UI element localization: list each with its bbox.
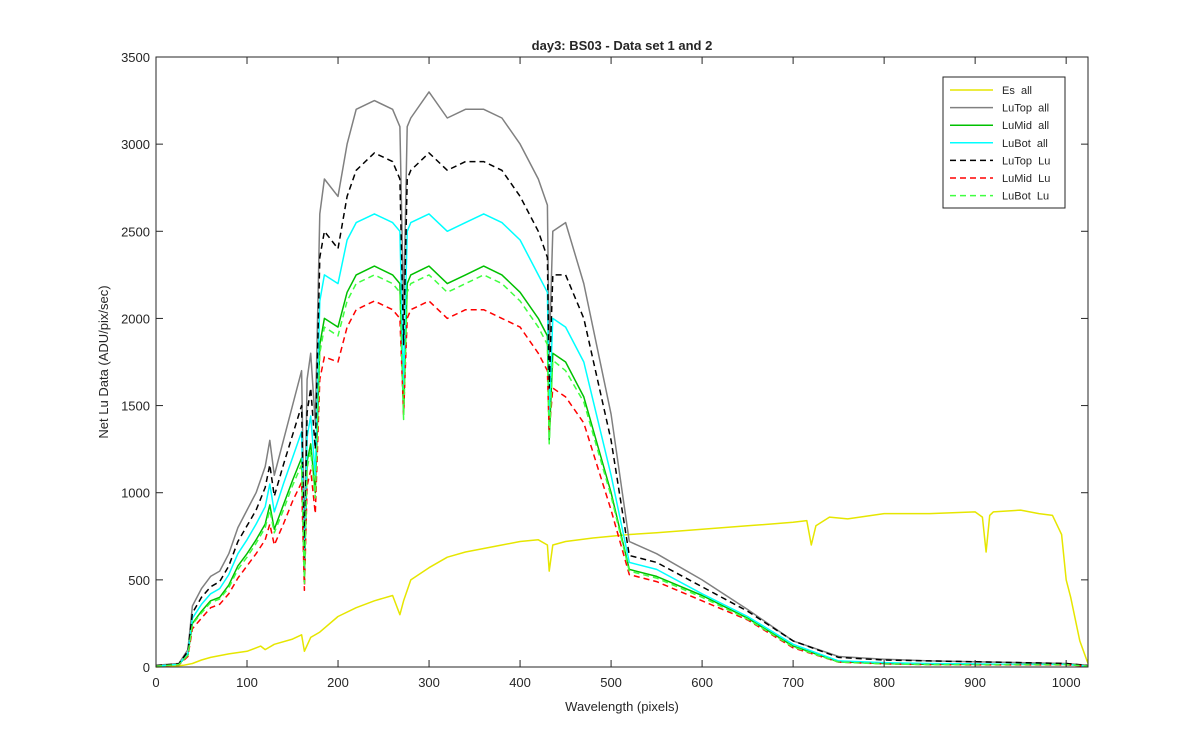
x-tick-label: 800 (873, 675, 895, 690)
legend-label-0: Es all (1002, 85, 1032, 97)
y-tick-label: 500 (128, 573, 150, 588)
legend: Es all LuTop all LuMid all LuBot all LuTop L… (942, 76, 1066, 209)
ticks-layer: 0 100 200 300 400 500 600 700 800 900 1000 0 500 1000… (121, 50, 1088, 690)
series-layer (155, 91, 1089, 668)
y-axis-label: Net Lu Data (ADU/pix/sec) (96, 285, 111, 438)
y-tick-label: 1500 (121, 399, 150, 414)
series-line-6 (155, 274, 1089, 667)
series-line-1 (155, 91, 1089, 667)
legend-label-1: LuTop all (1002, 103, 1049, 115)
series-line-3 (155, 213, 1089, 667)
y-tick-label: 3500 (121, 50, 150, 65)
x-tick-label: 300 (418, 675, 440, 690)
series-line-2 (155, 265, 1089, 667)
x-tick-label: 0 (152, 675, 159, 690)
x-tick-label: 1000 (1052, 675, 1081, 690)
series-line-4 (155, 152, 1089, 667)
legend-label-4: LuTop Lu (1002, 155, 1050, 167)
axes-box (155, 56, 1089, 668)
series-line-5 (155, 300, 1089, 667)
y-tick-label: 0 (143, 660, 150, 675)
x-tick-label: 700 (782, 675, 804, 690)
y-tick-label: 2500 (121, 224, 150, 239)
x-tick-label: 900 (964, 675, 986, 690)
x-axis-label: Wavelength (pixels) (565, 699, 679, 714)
y-tick-label: 1000 (121, 486, 150, 501)
x-tick-label: 600 (691, 675, 713, 690)
legend-label-6: LuBot Lu (1002, 191, 1049, 203)
y-tick-label: 3000 (121, 137, 150, 152)
legend-label-3: LuBot all (1002, 138, 1048, 150)
legend-label-5: LuMid Lu (1002, 173, 1050, 185)
legend-label-2: LuMid all (1002, 120, 1049, 132)
x-tick-label: 500 (600, 675, 622, 690)
y-tick-label: 2000 (121, 311, 150, 326)
chart-title: day3: BS03 - Data set 1 and 2 (532, 38, 713, 53)
x-tick-label: 200 (327, 675, 349, 690)
x-tick-label: 100 (236, 675, 258, 690)
series-line-0 (155, 509, 1089, 668)
x-tick-label: 400 (509, 675, 531, 690)
